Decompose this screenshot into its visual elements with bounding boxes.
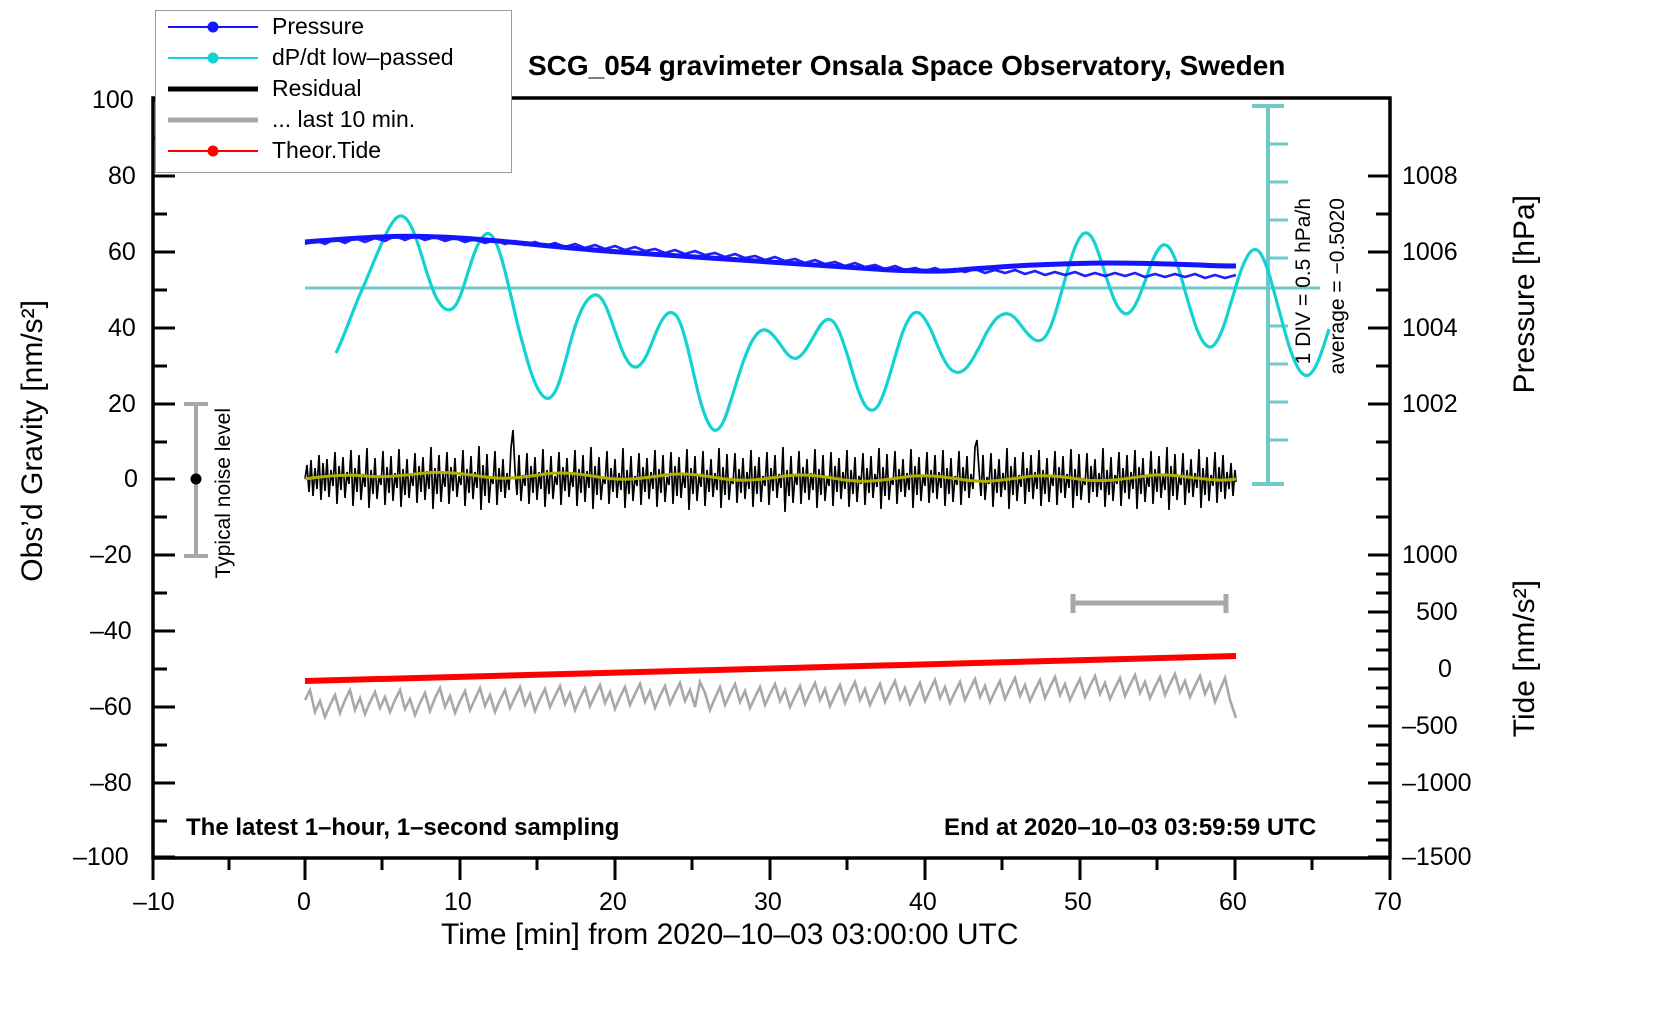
legend-item-dpdt[interactable]: dP/dt low–passed bbox=[156, 42, 511, 73]
series-pressure-noise bbox=[304, 234, 1237, 280]
y-right-tide-tick-n500: –500 bbox=[1402, 712, 1458, 740]
legend-swatch-last10 bbox=[168, 112, 258, 128]
legend-label-residual: Residual bbox=[272, 75, 362, 101]
y-left-ticks bbox=[153, 98, 175, 859]
y-left-tick-n60: –60 bbox=[90, 693, 132, 721]
dpdt-scale-axis bbox=[1252, 104, 1288, 486]
x-tick-n10: –10 bbox=[133, 888, 175, 916]
series-theor-tide bbox=[304, 653, 1237, 684]
x-tick-30: 30 bbox=[754, 888, 782, 916]
x-tick-60: 60 bbox=[1219, 888, 1247, 916]
series-residual-smooth bbox=[304, 470, 1237, 483]
legend-swatch-dpdt bbox=[168, 50, 258, 66]
y-right-pressure-tick-1000: 1000 bbox=[1402, 541, 1458, 569]
legend-swatch-theor-tide bbox=[168, 143, 258, 159]
div-scale-label: 1 DIV = 0.5 hPa/h bbox=[1292, 198, 1315, 365]
y-right-pressure-tick-1004: 1004 bbox=[1402, 314, 1458, 342]
y-left-tick-n40: –40 bbox=[90, 617, 132, 645]
x-axis-title: Time [min] from 2020–10–03 03:00:00 UTC bbox=[441, 918, 1019, 951]
y-right-pressure-axis-title: Pressure [hPa] bbox=[1508, 195, 1541, 394]
y-left-tick-60: 60 bbox=[108, 238, 136, 266]
series-last10 bbox=[303, 670, 1238, 721]
noise-level-marker bbox=[184, 402, 208, 558]
x-tick-70: 70 bbox=[1374, 888, 1402, 916]
legend-swatch-residual bbox=[168, 81, 258, 97]
chart-legend: Pressure dP/dt low–passed Residual ... l… bbox=[155, 10, 512, 173]
x-axis-ticks bbox=[151, 858, 1392, 880]
noise-level-label: Typical noise level bbox=[212, 408, 235, 579]
series-dpdt bbox=[334, 214, 1331, 432]
legend-item-pressure[interactable]: Pressure bbox=[156, 11, 511, 42]
last10-span-bar bbox=[1070, 594, 1229, 613]
series-pressure bbox=[304, 233, 1237, 274]
footer-right-text: End at 2020–10–03 03:59:59 UTC bbox=[944, 814, 1317, 841]
y-right-pressure-tick-1006: 1006 bbox=[1402, 238, 1458, 266]
series-residual bbox=[304, 429, 1237, 513]
average-label: average = −0.5020 bbox=[1326, 198, 1349, 375]
legend-label-dpdt: dP/dt low–passed bbox=[272, 44, 454, 70]
x-tick-40: 40 bbox=[909, 888, 937, 916]
y-left-tick-n100: –100 bbox=[73, 843, 129, 871]
legend-item-theor-tide[interactable]: Theor.Tide bbox=[156, 135, 511, 166]
y-left-tick-80: 80 bbox=[108, 162, 136, 190]
legend-label-theor-tide: Theor.Tide bbox=[272, 137, 382, 163]
y-right-tide-tick-n1000: –1000 bbox=[1402, 769, 1472, 797]
x-tick-0: 0 bbox=[297, 888, 311, 916]
legend-swatch-pressure bbox=[168, 19, 258, 35]
y-left-tick-100: 100 bbox=[92, 86, 134, 114]
y-left-tick-0: 0 bbox=[124, 465, 138, 493]
y-right-tide-tick-0: 0 bbox=[1438, 655, 1452, 683]
y-left-tick-20: 20 bbox=[108, 390, 136, 418]
legend-label-pressure: Pressure bbox=[272, 13, 365, 39]
x-tick-10: 10 bbox=[444, 888, 472, 916]
footer-left-text: The latest 1–hour, 1–second sampling bbox=[186, 814, 620, 841]
y-right-tide-tick-n1500: –1500 bbox=[1402, 843, 1472, 871]
y-right-tide-axis-title: Tide [nm/s²] bbox=[1508, 580, 1541, 738]
y-right-tide-tick-500: 500 bbox=[1416, 598, 1458, 626]
legend-item-residual[interactable]: Residual bbox=[156, 73, 511, 104]
y-right-ticks bbox=[1368, 174, 1390, 859]
legend-label-last10: ... last 10 min. bbox=[272, 106, 416, 132]
y-left-tick-n20: –20 bbox=[90, 541, 132, 569]
x-tick-20: 20 bbox=[599, 888, 627, 916]
y-left-axis-title: Obs’d Gravity [nm/s²] bbox=[16, 300, 49, 582]
page-title: SCG_054 gravimeter Onsala Space Observat… bbox=[528, 50, 1286, 81]
y-right-pressure-tick-1008: 1008 bbox=[1402, 162, 1458, 190]
legend-item-last10[interactable]: ... last 10 min. bbox=[156, 104, 511, 135]
y-left-tick-n80: –80 bbox=[90, 769, 132, 797]
x-tick-50: 50 bbox=[1064, 888, 1092, 916]
y-left-tick-40: 40 bbox=[108, 314, 136, 342]
y-right-pressure-tick-1002: 1002 bbox=[1402, 390, 1458, 418]
